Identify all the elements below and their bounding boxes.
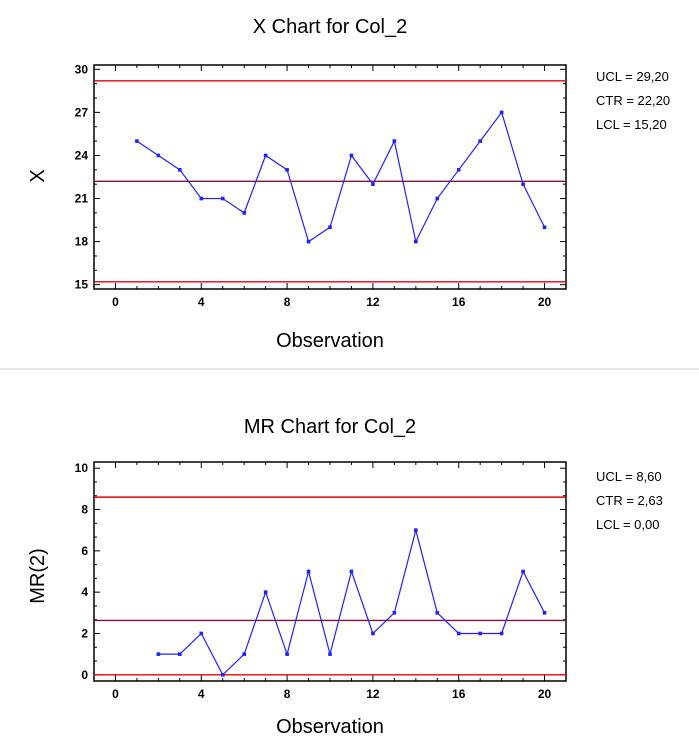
x-tick-label: 4 [198,687,205,701]
ctr-label: CTR = 22,20 [596,93,670,108]
mr-chart-ylabel: MR(2) [27,548,49,604]
data-point [456,168,461,172]
data-point [178,168,182,172]
y-tick-label: 30 [75,62,89,76]
y-tick-label: 18 [75,235,89,249]
data-point [371,182,375,186]
x-tick-label: 0 [112,295,119,309]
x-chart-xlabel: Observation [276,330,384,352]
x-tick-label: 16 [452,295,466,309]
data-point [371,631,375,636]
data-point [199,196,204,201]
x-tick-label: 12 [366,295,380,309]
ucl-label: UCL = 8,60 [596,469,662,484]
series-line [158,527,546,676]
data-point [220,196,225,201]
data-point [178,652,182,656]
plot-frame [93,461,567,682]
data-point [435,196,440,201]
data-point [285,652,289,656]
lcl-label: LCL = 0,00 [596,517,659,532]
data-point [542,611,547,615]
data-point [349,153,354,158]
data-point [414,239,418,244]
data-point [392,139,397,143]
y-tick-label: 8 [81,503,88,517]
data-point [392,611,397,615]
mr-chart: MR Chart for Col_2 Observation MR(2) 0 4 8… [27,416,663,738]
data-point [542,225,547,230]
data-point [242,652,246,656]
lcl-label: LCL = 15,20 [596,117,667,132]
data-point [199,631,204,636]
data-point [414,528,418,532]
data-point [306,569,311,574]
series-line [136,111,546,244]
data-point [478,139,482,143]
y-tick-label: 21 [75,192,89,206]
data-point [156,652,161,656]
x-tick-label: 20 [538,295,552,309]
ctr-label: CTR = 2,63 [596,493,663,508]
data-point [156,153,161,158]
y-tick-label: 10 [75,461,89,475]
data-point [263,590,268,594]
y-tick-label: 6 [81,544,88,558]
x-tick-label: 4 [198,295,205,309]
y-tick-label: 24 [75,148,89,162]
y-tick-label: 4 [81,585,88,599]
y-tick-label: 2 [81,626,88,640]
x-tick-label: 12 [366,687,380,701]
mr-chart-xlabel: Observation [276,716,384,738]
x-chart: X Chart for Col_2 Observation X 0 4 8 12 16 2… [27,16,670,352]
plot-frame [93,64,567,290]
mr-chart-title: MR Chart for Col_2 [244,416,416,438]
data-point [306,239,311,244]
ucl-label: UCL = 29,20 [596,69,669,84]
data-point [435,611,440,615]
data-point [478,631,482,636]
data-point [135,139,139,143]
x-tick-label: 20 [538,687,552,701]
mr-chart-panel: MR Chart for Col_2 Observation MR(2) 0 4 8… [0,378,699,741]
y-tick-label: 27 [75,105,89,119]
data-point [456,631,461,636]
data-point [499,110,504,115]
data-point [328,225,332,230]
data-point [521,182,525,186]
data-point [328,652,332,656]
data-point [242,211,246,215]
x-tick-label: 8 [284,295,291,309]
x-tick-label: 16 [452,687,466,701]
data-point [499,631,504,636]
x-chart-ylabel: X [27,169,49,182]
data-point [521,569,525,574]
x-tick-label: 0 [112,687,119,701]
chart-separator [0,368,699,370]
y-tick-label: 0 [81,668,88,682]
x-chart-title: X Chart for Col_2 [253,16,408,38]
data-point [285,168,289,172]
y-tick-label: 15 [75,278,89,292]
x-tick-label: 8 [284,687,291,701]
data-point [349,569,354,574]
data-point [220,673,225,677]
data-point [263,153,268,158]
x-chart-panel: X Chart for Col_2 Observation X 0 4 8 12 16 2… [0,0,699,362]
